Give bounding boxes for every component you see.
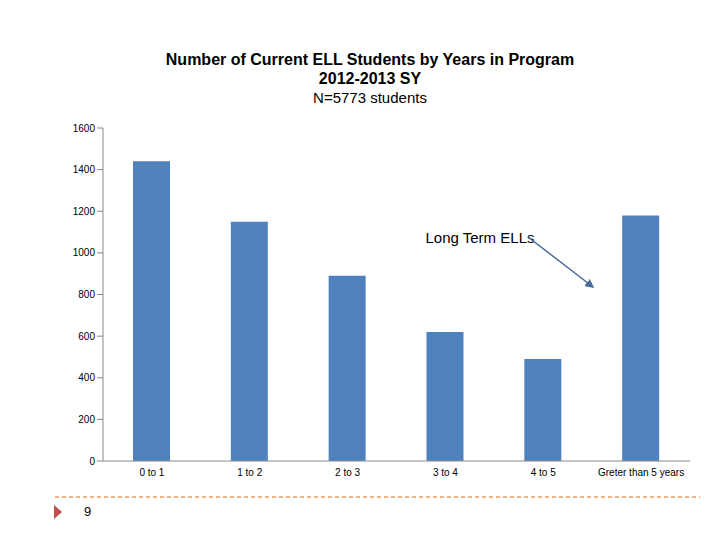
svg-text:1 to 2: 1 to 2 xyxy=(237,467,262,478)
svg-text:Greter than 5 years: Greter than 5 years xyxy=(598,467,684,478)
svg-text:0 to 1: 0 to 1 xyxy=(139,467,164,478)
html-text:9: 9 xyxy=(84,504,92,519)
svg-text:1000: 1000 xyxy=(73,247,96,258)
svg-text:2 to 3: 2 to 3 xyxy=(335,467,360,478)
html-text:N=5773 students: N=5773 students xyxy=(313,89,427,106)
svg-text:0: 0 xyxy=(89,456,95,467)
html-text:Number of Current ELL Students: Number of Current ELL Students by Years … xyxy=(165,51,575,68)
svg-text:1400: 1400 xyxy=(73,164,96,175)
svg-text:4 to 5: 4 to 5 xyxy=(531,467,556,478)
svg-text:400: 400 xyxy=(78,372,95,383)
svg-text:600: 600 xyxy=(78,331,95,342)
svg-text:3 to 4: 3 to 4 xyxy=(433,467,458,478)
svg-text:200: 200 xyxy=(78,414,95,425)
svg-text:800: 800 xyxy=(78,289,95,300)
svg-text:1600: 1600 xyxy=(73,123,96,134)
html-text:Long Term ELLs: Long Term ELLs xyxy=(425,229,535,246)
svg-text:1200: 1200 xyxy=(73,206,96,217)
html-text:2012-2013 SY: 2012-2013 SY xyxy=(318,70,422,87)
